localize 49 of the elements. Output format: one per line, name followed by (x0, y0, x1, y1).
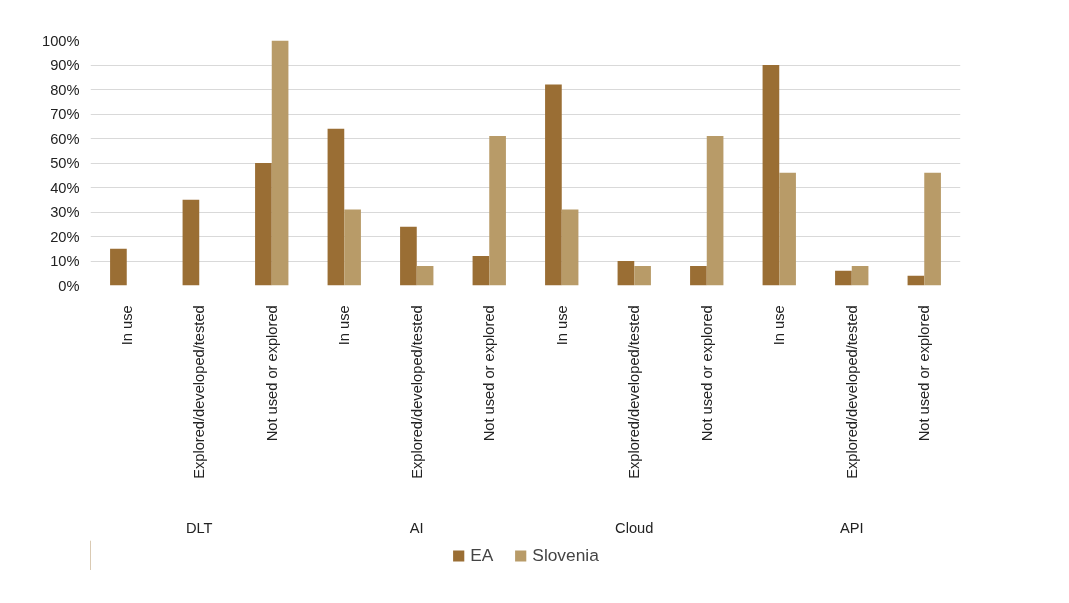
bar (851, 265, 869, 286)
y-tick-label: 60% (50, 130, 80, 147)
y-tick-label: 20% (50, 228, 80, 245)
x-tick-label: In use (336, 305, 353, 346)
text: DLT (185, 520, 213, 537)
text: AI (409, 520, 424, 537)
bar (762, 65, 780, 286)
y-tick-label: 0% (58, 277, 80, 294)
x-tick-label: Not used or explored (481, 305, 498, 442)
bar (327, 128, 345, 286)
bar (416, 265, 434, 286)
x-tick-label: In use (553, 305, 570, 346)
x-tick-label: Not used or explored (698, 305, 715, 442)
bar (706, 136, 724, 286)
text: Cloud (615, 520, 654, 537)
x-tick-label: Explored/developed/tested (408, 305, 425, 479)
bar (545, 84, 562, 286)
x-tick-label: Not used or explored (916, 305, 933, 442)
text: API (839, 520, 864, 537)
legend-label: Slovenia (532, 544, 599, 566)
y-tick-label: 70% (50, 106, 80, 122)
bar (344, 209, 361, 286)
bar (561, 209, 579, 286)
y-tick-label: 90% (50, 57, 80, 73)
bar (182, 199, 200, 286)
x-tick-label: In use (771, 305, 788, 346)
x-tick-label: Explored/developed/tested (843, 305, 860, 479)
bar (489, 136, 506, 286)
y-tick-label: 40% (50, 179, 80, 196)
y-tick-label: 10% (50, 253, 80, 269)
x-tick-label: Explored/developed/tested (191, 305, 208, 479)
x-tick-label: Not used or explored (263, 305, 280, 442)
bar (924, 172, 941, 286)
bar (835, 270, 852, 286)
bar (400, 226, 417, 286)
legend-label: EA (470, 544, 494, 566)
bar (779, 172, 796, 286)
bar (110, 248, 127, 286)
x-tick-label: Explored/developed/tested (626, 305, 643, 479)
x-tick-label: In use (118, 305, 135, 346)
y-tick-label: 30% (50, 204, 80, 220)
y-tick-label: 100% (42, 32, 80, 49)
bar (271, 40, 289, 286)
bar (255, 163, 272, 286)
bar (617, 261, 635, 286)
y-tick-label: 50% (50, 155, 80, 171)
bar (634, 265, 651, 286)
bar (472, 256, 490, 286)
y-tick-label: 80% (50, 81, 80, 98)
